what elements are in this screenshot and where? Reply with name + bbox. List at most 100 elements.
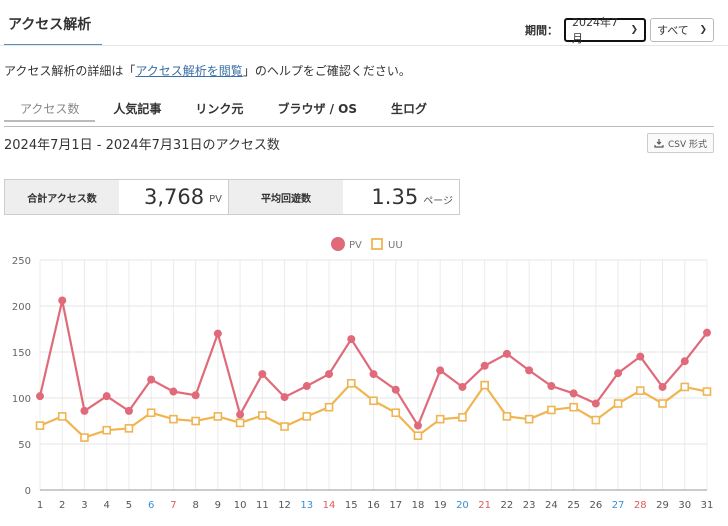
pv-point <box>369 370 378 379</box>
csv-export-button[interactable]: CSV 形式 <box>646 133 714 153</box>
x-tick-label: 10 <box>234 500 247 511</box>
x-tick-label: 11 <box>256 500 269 511</box>
uu-point <box>146 408 156 418</box>
x-tick-label: 29 <box>656 500 669 511</box>
pv-point <box>480 361 489 370</box>
x-tick-label: 24 <box>545 500 558 511</box>
y-tick-label: 0 <box>25 486 31 497</box>
uu-point <box>458 413 467 422</box>
pv-point <box>458 382 467 391</box>
filter-select-value: すべて <box>657 24 689 37</box>
pv-point <box>680 357 689 366</box>
x-tick-label: 15 <box>345 500 358 511</box>
uu-point <box>480 380 489 390</box>
x-tick-label: 25 <box>567 500 580 511</box>
uu-point <box>213 412 223 421</box>
uu-point <box>591 415 601 425</box>
pv-point <box>525 366 534 375</box>
pv-point <box>302 382 311 391</box>
uu-point <box>324 402 334 412</box>
pv-point <box>547 382 556 391</box>
uu-point <box>413 431 423 441</box>
x-tick-label: 14 <box>323 500 336 511</box>
filter-select[interactable]: すべて ❯ <box>650 18 714 42</box>
uu-point <box>124 424 134 433</box>
legend-uu-marker <box>371 238 383 250</box>
x-tick-label: 20 <box>456 500 469 511</box>
pv-point <box>636 352 645 361</box>
pv-point <box>591 399 600 408</box>
uu-point <box>302 412 312 421</box>
help-prefix: アクセス解析の詳細は「 <box>4 64 136 78</box>
pv-point <box>80 406 89 415</box>
x-tick-label: 31 <box>701 500 714 511</box>
tab-access-count[interactable]: アクセス数 <box>4 96 96 122</box>
tab-referrers[interactable]: リンク元 <box>195 102 244 116</box>
uu-point <box>57 412 67 421</box>
pv-point <box>280 393 289 402</box>
uu-point <box>258 411 267 420</box>
avg-pages-number: 1.35 <box>371 185 419 209</box>
pv-point <box>58 296 67 305</box>
uu-point <box>346 378 356 388</box>
pv-point <box>614 369 623 378</box>
uu-point <box>547 405 556 415</box>
x-tick-label: 6 <box>148 500 154 511</box>
x-tick-label: 19 <box>434 500 447 511</box>
month-select[interactable]: 2024年7月 ❯ <box>564 16 646 45</box>
total-access-label: 合計アクセス数 <box>5 180 119 214</box>
x-tick-label: 5 <box>126 500 132 511</box>
x-tick-label: 17 <box>389 500 402 511</box>
x-tick-label: 21 <box>478 500 491 511</box>
pv-point <box>147 375 156 384</box>
pv-point <box>236 410 245 419</box>
period-label: 期間： <box>525 24 558 37</box>
uu-point <box>658 399 667 408</box>
x-tick-label: 3 <box>81 500 87 511</box>
uu-point <box>80 433 89 442</box>
stats-summary: 合計アクセス数 3,768 PV 平均回遊数 1.35 ページ <box>4 179 460 215</box>
header-divider <box>0 45 728 46</box>
pv-point <box>502 349 511 358</box>
x-tick-label: 30 <box>678 500 691 511</box>
uu-point <box>569 402 578 412</box>
x-tick-label: 13 <box>300 500 313 511</box>
chevron-down-icon: ❯ <box>630 25 638 35</box>
uu-point <box>280 422 289 431</box>
date-range-text: 2024年7月1日 - 2024年7月31日のアクセス数 <box>4 138 280 153</box>
uu-point <box>35 421 45 430</box>
uu-point <box>391 408 401 418</box>
pv-point <box>325 370 334 379</box>
uu-point <box>524 414 534 424</box>
help-link[interactable]: アクセス解析を閲覧 <box>135 64 243 78</box>
x-tick-label: 22 <box>501 500 514 511</box>
uu-point <box>680 382 690 392</box>
x-tick-label: 12 <box>278 500 291 511</box>
pv-point <box>169 387 178 396</box>
help-text: アクセス解析の詳細は「アクセス解析を閲覧」のヘルプをご確認ください。 <box>4 62 411 79</box>
x-tick-label: 26 <box>589 500 602 511</box>
pv-point <box>258 370 267 379</box>
pv-point <box>213 329 222 338</box>
pv-point <box>436 366 445 375</box>
pv-point <box>391 385 400 394</box>
tab-popular-articles[interactable]: 人気記事 <box>113 102 162 116</box>
x-tick-label: 28 <box>634 500 647 511</box>
pv-point <box>703 328 711 337</box>
page-title: アクセス解析 <box>8 17 92 33</box>
pv-point <box>102 392 111 401</box>
uu-point <box>702 387 712 396</box>
total-access-unit: PV <box>209 193 222 205</box>
uu-point <box>435 414 445 424</box>
y-tick-label: 100 <box>12 394 31 405</box>
x-tick-label: 2 <box>59 500 65 511</box>
tab-raw-log[interactable]: 生ログ <box>391 102 428 116</box>
y-tick-label: 150 <box>12 348 31 359</box>
uu-point <box>613 399 623 408</box>
period-selector: 期間： 2024年7月 ❯ すべて ❯ <box>525 16 714 45</box>
tab-browser-os[interactable]: ブラウザ / OS <box>277 102 358 116</box>
y-tick-label: 50 <box>18 440 31 451</box>
x-tick-label: 27 <box>612 500 625 511</box>
pv-point <box>191 391 200 400</box>
